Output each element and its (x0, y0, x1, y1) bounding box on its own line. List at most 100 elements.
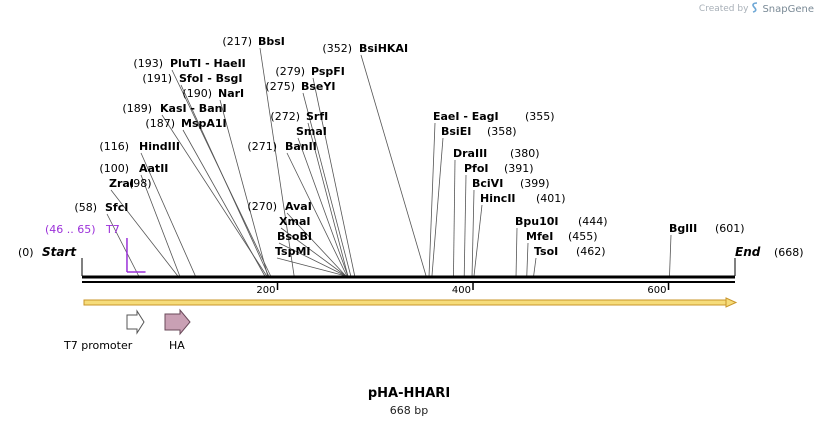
enzyme-site[interactable]: (193) PluTI - HaeII (133, 57, 245, 70)
enzyme-connector (259, 47, 295, 277)
credit-brand: SnapGene (762, 3, 814, 15)
enzyme-position: (455) (568, 230, 598, 243)
enzyme-connector (140, 174, 181, 277)
enzyme-site[interactable]: (444) Bpu10I (515, 215, 608, 228)
enzyme-name: BciVI (472, 177, 503, 190)
enzyme-position: (100) (99, 162, 129, 175)
enzyme-site[interactable]: (191) SfoI - BsgI (142, 72, 242, 85)
enzyme-connector (280, 227, 347, 277)
enzyme-site[interactable]: (190) NarI (182, 87, 244, 100)
enzyme-site[interactable]: (401) HincII (480, 192, 566, 205)
ha-arrow-icon (164, 308, 191, 336)
enzyme-site[interactable]: (455) MfeI (526, 230, 598, 243)
enzyme-site[interactable]: (380) DraIII (453, 147, 540, 160)
enzyme-name: TsoI (534, 245, 558, 258)
enzyme-site[interactable]: (270) AvaI (247, 200, 311, 213)
enzyme-site[interactable]: (187) MspA1I (145, 117, 226, 130)
enzyme-position: (275) (265, 80, 295, 93)
enzyme-name: Bpu10I (515, 215, 559, 228)
enzyme-connector (473, 204, 483, 277)
primer-t7[interactable]: (46 .. 65) T7 (45, 223, 146, 273)
enzyme-connector (431, 137, 444, 277)
enzyme-name: NarI (218, 87, 244, 100)
enzyme-labels: (58) SfcI(98)ZraI(100) AatII(116) HindIII(1… (74, 35, 744, 258)
enzyme-connector (219, 99, 269, 277)
enzyme-site[interactable]: (355) EaeI - EagI (433, 110, 555, 123)
enzyme-name: TspMI (275, 245, 311, 258)
enzyme-position: (272) (270, 110, 300, 123)
enzyme-name: AvaI (285, 200, 312, 213)
enzyme-connector (171, 69, 272, 277)
enzyme-name: SmaI (296, 125, 327, 138)
enzyme-name: PfoI (464, 162, 489, 175)
feature-t7-promoter[interactable]: T7 promoter (63, 309, 145, 352)
credit-label: Created by (698, 4, 749, 14)
enzyme-site[interactable]: (358) BsiEI (441, 125, 517, 138)
enzyme-site[interactable]: (391) PfoI (464, 162, 534, 175)
enzyme-name: AatII (139, 162, 168, 175)
enzyme-name: SfcI (105, 201, 128, 214)
enzyme-name: BsoBI (277, 230, 312, 243)
enzyme-site[interactable]: (601) BglII (669, 222, 745, 235)
t7-promoter-arrow-icon (126, 309, 145, 335)
enzyme-connector (140, 152, 196, 277)
enzyme-connector (515, 227, 518, 277)
enzyme-site[interactable]: (462) TsoI (534, 245, 606, 258)
enzyme-site[interactable]: (189) KasI - BanI (122, 102, 226, 115)
enzyme-site[interactable]: (100) AatII (99, 162, 168, 175)
enzyme-connector (533, 257, 537, 277)
enzyme-name: SrfI (306, 110, 328, 123)
enzyme-site[interactable]: BsoBI (277, 230, 312, 243)
enzyme-connector (161, 114, 268, 277)
enzyme-position: (279) (275, 65, 305, 78)
enzyme-connector (428, 122, 436, 277)
primer-name-label: T7 (105, 223, 120, 236)
enzyme-site[interactable]: (271) BanII (247, 140, 316, 153)
enzyme-connector (471, 189, 475, 277)
ruler-tick-label: 400 (452, 285, 471, 296)
enzyme-name: XmaI (279, 215, 310, 228)
enzyme-name: BseYI (301, 80, 335, 93)
feature-ha[interactable]: HA (164, 308, 191, 352)
ruler: 200 400 600 (256, 283, 670, 296)
enzyme-site[interactable]: (98)ZraI (109, 177, 152, 190)
enzyme-position: (444) (578, 215, 608, 228)
enzyme-position: (193) (133, 57, 163, 70)
enzyme-site[interactable]: (352) BsiHKAI (322, 42, 408, 55)
enzyme-name: BsiEI (441, 125, 471, 138)
enzyme-name: SfoI - BsgI (179, 72, 242, 85)
enzyme-position: (191) (142, 72, 172, 85)
enzyme-name: EaeI - EagI (433, 110, 499, 123)
enzyme-site[interactable]: XmaI (279, 215, 310, 228)
enzyme-position: (116) (99, 140, 129, 153)
enzyme-site[interactable]: SmaI (296, 125, 327, 138)
enzyme-site[interactable]: (272) SrfI (270, 110, 328, 123)
enzyme-position: (601) (715, 222, 745, 235)
enzyme-site[interactable]: TspMI (275, 245, 311, 258)
enzyme-connector (307, 122, 349, 277)
enzyme-position: (271) (247, 140, 277, 153)
ha-label: HA (169, 339, 185, 352)
enzyme-site[interactable]: (275) BseYI (265, 80, 335, 93)
end-label: End (735, 245, 761, 259)
enzyme-site[interactable]: (279) PspFI (275, 65, 345, 78)
enzyme-position: (58) (74, 201, 97, 214)
enzyme-site[interactable]: (116) HindIII (99, 140, 180, 153)
enzyme-connector (463, 174, 467, 277)
enzyme-name: HincII (480, 192, 516, 205)
enzyme-name: BsiHKAI (359, 42, 408, 55)
enzyme-site[interactable]: (58) SfcI (74, 201, 128, 214)
plasmid-name: pHA-HHARI (367, 386, 451, 401)
enzyme-position: (355) (525, 110, 555, 123)
enzyme-name: DraIII (453, 147, 487, 160)
enzyme-site[interactable]: (399) BciVI (472, 177, 550, 190)
enzyme-position: (189) (122, 102, 152, 115)
enzyme-site[interactable]: (217) BbsI (222, 35, 285, 48)
enzyme-connector (297, 137, 349, 277)
enzyme-name: BbsI (258, 35, 285, 48)
enzyme-connectors (106, 47, 672, 277)
enzyme-name: KasI - BanI (160, 102, 227, 115)
enzyme-connector (669, 234, 672, 277)
enzyme-position: (380) (510, 147, 540, 160)
enzyme-position: (190) (182, 87, 212, 100)
